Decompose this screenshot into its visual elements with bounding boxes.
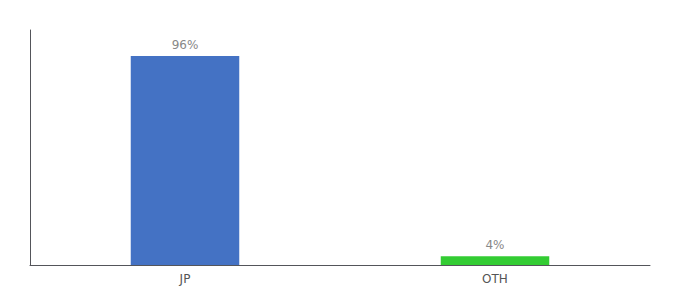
svg-text:OTH: OTH: [482, 272, 508, 286]
svg-text:4%: 4%: [485, 238, 504, 252]
svg-text:96%: 96%: [172, 38, 199, 52]
svg-text:JP: JP: [179, 272, 191, 286]
